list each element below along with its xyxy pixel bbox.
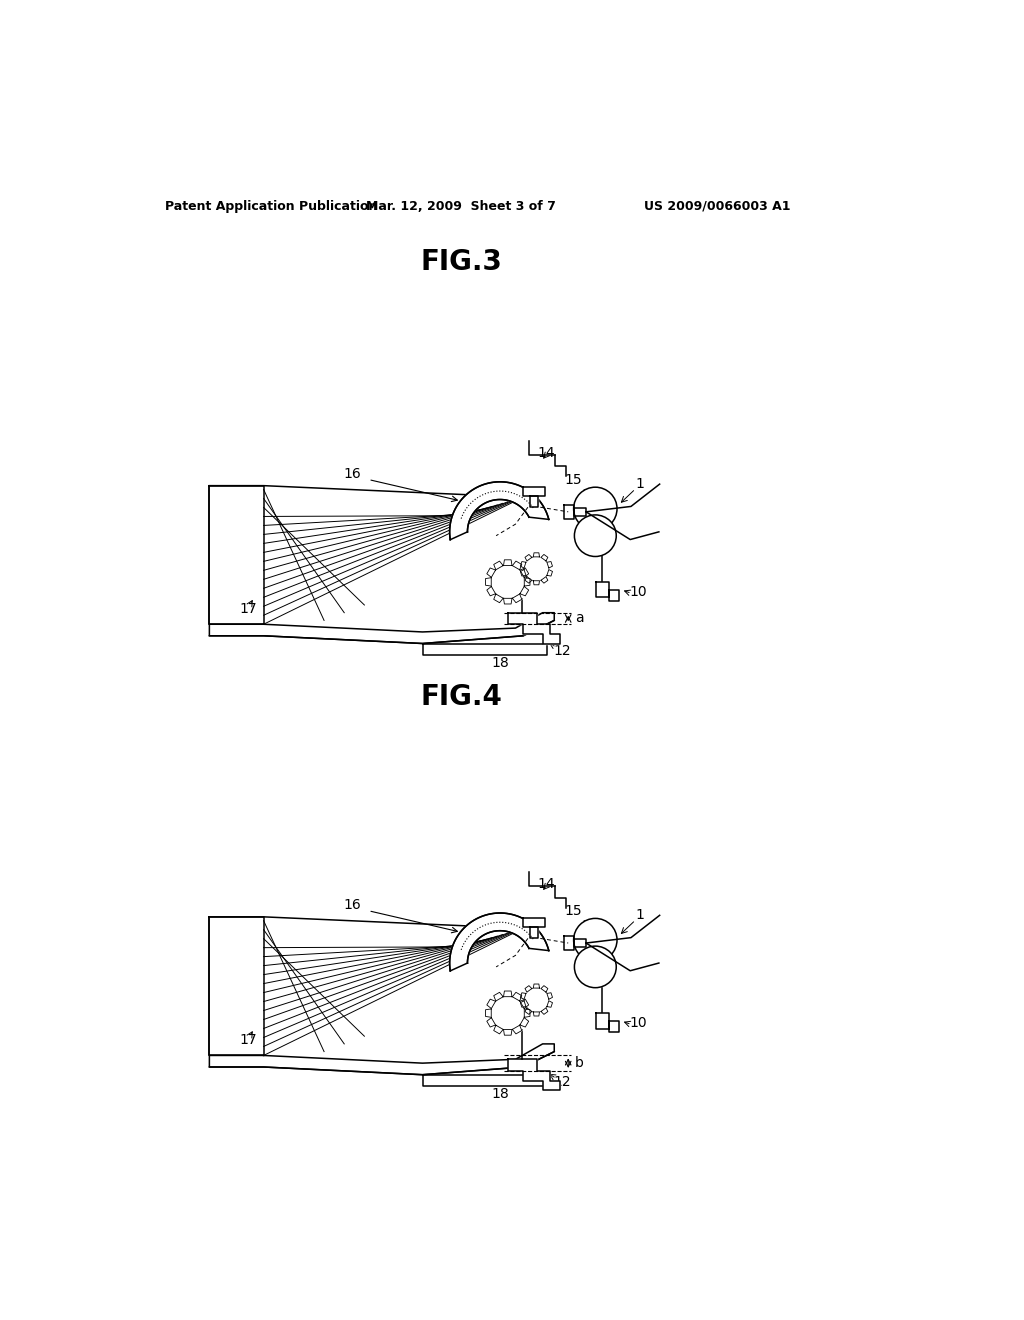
Polygon shape <box>512 594 522 603</box>
Polygon shape <box>573 508 586 516</box>
Polygon shape <box>450 913 549 972</box>
Polygon shape <box>530 927 538 939</box>
Text: 18: 18 <box>492 1086 509 1101</box>
Polygon shape <box>486 1018 496 1027</box>
Polygon shape <box>541 577 548 583</box>
Polygon shape <box>504 991 512 997</box>
Polygon shape <box>494 561 503 570</box>
Circle shape <box>524 557 549 581</box>
Polygon shape <box>525 1008 531 1014</box>
Polygon shape <box>450 482 549 540</box>
Text: 14: 14 <box>538 876 555 891</box>
Polygon shape <box>596 1014 620 1032</box>
Polygon shape <box>209 612 554 644</box>
Polygon shape <box>573 940 586 946</box>
Polygon shape <box>520 993 526 999</box>
Text: 15: 15 <box>565 474 583 487</box>
Polygon shape <box>486 568 496 577</box>
Circle shape <box>490 997 524 1030</box>
Text: 18: 18 <box>492 656 509 669</box>
Polygon shape <box>520 568 528 577</box>
Text: 17: 17 <box>240 602 257 616</box>
Polygon shape <box>547 570 553 576</box>
Polygon shape <box>209 1044 554 1074</box>
Text: US 2009/0066003 A1: US 2009/0066003 A1 <box>644 199 791 213</box>
Polygon shape <box>486 586 496 595</box>
Polygon shape <box>541 1008 548 1014</box>
Text: 1: 1 <box>635 477 644 491</box>
Polygon shape <box>525 986 531 993</box>
Polygon shape <box>508 1059 560 1090</box>
Text: 1: 1 <box>635 908 644 923</box>
Polygon shape <box>423 1074 547 1086</box>
Polygon shape <box>524 578 530 586</box>
Text: 13: 13 <box>581 488 599 502</box>
Polygon shape <box>504 598 512 605</box>
Polygon shape <box>494 594 503 603</box>
Polygon shape <box>520 1001 526 1007</box>
Polygon shape <box>564 506 573 519</box>
Text: 16: 16 <box>344 899 361 912</box>
Text: FIG.4: FIG.4 <box>420 684 502 711</box>
Polygon shape <box>534 1012 540 1016</box>
Text: b: b <box>574 1056 584 1071</box>
Circle shape <box>490 565 524 599</box>
Polygon shape <box>547 561 553 568</box>
Polygon shape <box>494 1026 503 1034</box>
Text: 13: 13 <box>581 919 599 933</box>
Circle shape <box>573 487 617 531</box>
Text: 10: 10 <box>629 1016 647 1030</box>
Text: 16: 16 <box>344 467 361 480</box>
Polygon shape <box>524 1008 530 1018</box>
Text: 15: 15 <box>565 904 583 919</box>
Polygon shape <box>520 586 528 595</box>
Text: 12: 12 <box>553 1076 570 1089</box>
Polygon shape <box>564 936 573 950</box>
Polygon shape <box>512 1026 522 1034</box>
Text: 10: 10 <box>629 585 647 599</box>
Text: 12: 12 <box>553 644 570 659</box>
Text: FIG.3: FIG.3 <box>420 248 502 276</box>
Text: 14: 14 <box>538 446 555 459</box>
Polygon shape <box>541 986 548 993</box>
Polygon shape <box>423 644 547 655</box>
Polygon shape <box>209 486 263 624</box>
Polygon shape <box>486 999 496 1008</box>
Polygon shape <box>547 1001 553 1007</box>
Polygon shape <box>485 578 492 586</box>
Circle shape <box>574 946 616 987</box>
Circle shape <box>574 515 616 557</box>
Polygon shape <box>512 993 522 1001</box>
Polygon shape <box>541 554 548 561</box>
Text: Patent Application Publication: Patent Application Publication <box>165 199 378 213</box>
Polygon shape <box>530 496 538 507</box>
Polygon shape <box>494 993 503 1001</box>
Polygon shape <box>209 917 263 1056</box>
Polygon shape <box>520 570 526 576</box>
Polygon shape <box>485 1008 492 1018</box>
Polygon shape <box>508 612 560 644</box>
Polygon shape <box>547 993 553 999</box>
Polygon shape <box>534 553 540 557</box>
Circle shape <box>524 987 549 1012</box>
Text: a: a <box>574 611 584 626</box>
Polygon shape <box>523 919 545 927</box>
Polygon shape <box>520 561 526 568</box>
Polygon shape <box>534 581 540 585</box>
Polygon shape <box>504 560 512 565</box>
Polygon shape <box>504 1030 512 1035</box>
Polygon shape <box>512 561 522 570</box>
Polygon shape <box>520 999 528 1008</box>
Text: Mar. 12, 2009  Sheet 3 of 7: Mar. 12, 2009 Sheet 3 of 7 <box>367 199 556 213</box>
Polygon shape <box>596 582 620 601</box>
Text: 17: 17 <box>240 1034 257 1047</box>
Polygon shape <box>525 554 531 561</box>
Polygon shape <box>520 1018 528 1027</box>
Polygon shape <box>534 983 540 989</box>
Circle shape <box>573 919 617 961</box>
Polygon shape <box>523 487 545 496</box>
Polygon shape <box>525 577 531 583</box>
